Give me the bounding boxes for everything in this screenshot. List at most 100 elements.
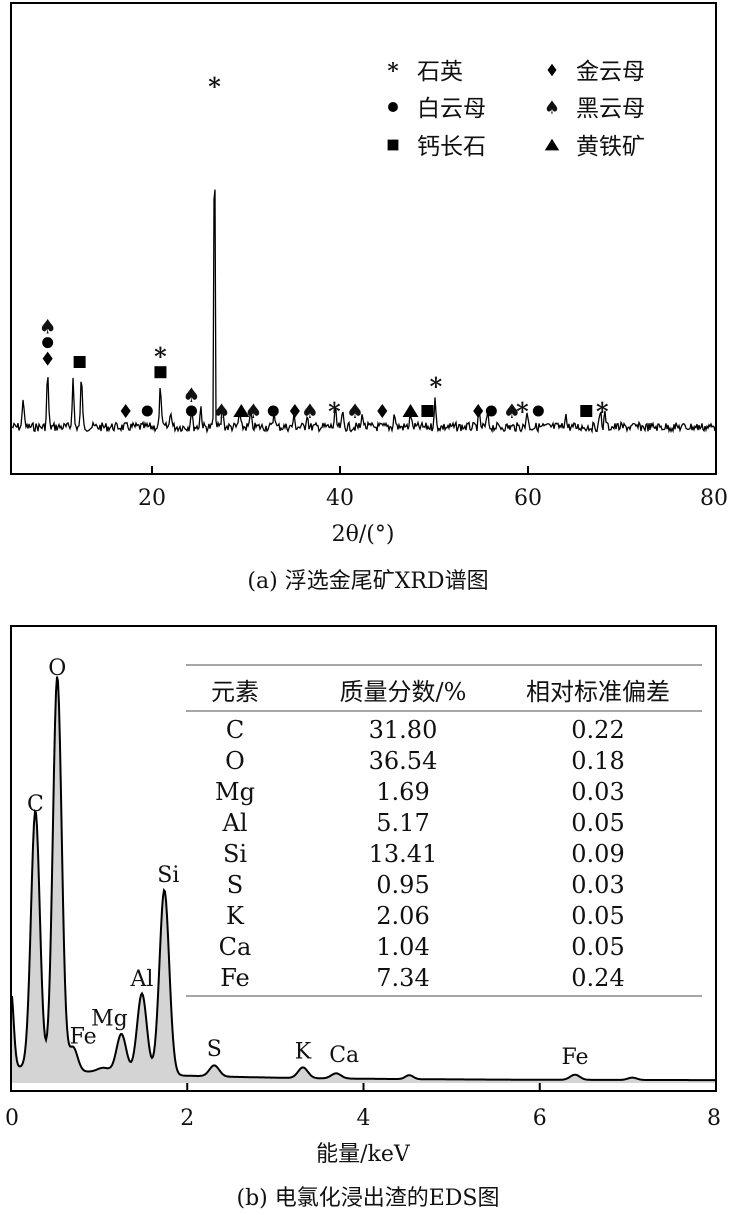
xrd-marker-triangle bbox=[233, 404, 250, 417]
eds-table-cell: 1.69 bbox=[376, 778, 429, 806]
xrd-marker-circle bbox=[485, 405, 497, 417]
xrd-pattern-line bbox=[11, 189, 716, 434]
eds-table-cell: 36.54 bbox=[369, 747, 438, 775]
xrd-x-axis-label: 2θ/(°) bbox=[332, 522, 395, 545]
eds-table-cell: 0.05 bbox=[571, 902, 624, 930]
xrd-legend-triangle-icon bbox=[544, 138, 560, 151]
eds-spectrum-line bbox=[11, 676, 715, 1082]
eds-x-tick-label: 6 bbox=[533, 1106, 547, 1131]
xrd-x-tick-label: 20 bbox=[138, 486, 166, 511]
xrd-marker-asterisk: * bbox=[208, 72, 221, 101]
xrd-caption: (a) 浮选金尾矿XRD谱图 bbox=[247, 569, 489, 594]
xrd-x-tick-label: 60 bbox=[514, 486, 542, 511]
xrd-marker-diamond bbox=[120, 404, 131, 418]
xrd-legend-label: 金云母 bbox=[576, 59, 645, 85]
xrd-marker-asterisk: * bbox=[516, 397, 529, 426]
xrd-x-axis: 20 40 60 80 bbox=[138, 466, 728, 511]
xrd-marker-square bbox=[154, 366, 167, 379]
eds-caption: (b) 电氯化浸出渣的EDS图 bbox=[236, 1186, 500, 1211]
eds-composition-table: 元素 质量分数/% 相对标准偏差 C 31.80 0.22 O 36.54 0.18 Mg 1.69… bbox=[186, 664, 702, 997]
xrd-marker-diamond bbox=[289, 404, 300, 418]
eds-table-cell: 5.17 bbox=[376, 809, 429, 837]
eds-table-cell: Al bbox=[221, 809, 247, 837]
xrd-marker-asterisk: * bbox=[430, 372, 443, 401]
eds-table-cell: 0.22 bbox=[571, 716, 624, 744]
xrd-legend-circle-icon bbox=[388, 102, 398, 112]
xrd-marker-spade: ♠ bbox=[213, 399, 231, 423]
xrd-marker-circle bbox=[141, 405, 153, 417]
eds-table-cell: Si bbox=[223, 840, 247, 868]
eds-table-cell: 0.18 bbox=[571, 747, 624, 775]
xrd-legend-label: 白云母 bbox=[417, 96, 486, 122]
xrd-x-tick-label: 80 bbox=[700, 486, 728, 511]
xrd-marker-spade: ♠ bbox=[301, 399, 319, 423]
xrd-marker-spade: ♠ bbox=[39, 315, 57, 339]
xrd-marker-square bbox=[421, 405, 434, 417]
eds-table-header: 元素 bbox=[211, 678, 259, 706]
eds-table-cell: C bbox=[226, 716, 244, 744]
eds-table-cell: 13.41 bbox=[369, 840, 438, 868]
xrd-x-tick-label: 40 bbox=[326, 486, 354, 511]
xrd-legend-spade-icon: ♠ bbox=[544, 97, 560, 118]
eds-table-cell: 0.05 bbox=[571, 933, 624, 961]
xrd-marker-square bbox=[73, 356, 86, 368]
eds-table-cell: 7.34 bbox=[376, 964, 429, 992]
eds-peak-label: Fe bbox=[561, 1045, 588, 1070]
eds-table-header: 相对标准偏差 bbox=[526, 678, 670, 706]
eds-peak-label: C bbox=[27, 792, 44, 817]
eds-table-cell: 2.06 bbox=[376, 902, 429, 930]
xrd-marker-spade: ♠ bbox=[346, 399, 364, 423]
xrd-marker-square bbox=[580, 405, 593, 417]
xrd-legend-label: 黑云母 bbox=[576, 96, 645, 122]
eds-peak-label: Fe bbox=[70, 1024, 97, 1049]
eds-table-header: 质量分数/% bbox=[340, 678, 467, 706]
xrd-legend-asterisk-icon: * bbox=[387, 59, 398, 84]
xrd-marker-circle bbox=[532, 405, 544, 417]
eds-peak-label: S bbox=[207, 1037, 222, 1062]
eds-table-cell: Ca bbox=[219, 933, 252, 961]
xrd-marker-circle bbox=[185, 405, 197, 417]
eds-table-cell: Mg bbox=[215, 778, 255, 806]
xrd-marker-triangle bbox=[402, 404, 419, 417]
xrd-marker-asterisk: * bbox=[596, 397, 609, 426]
eds-table-cell: 0.05 bbox=[571, 809, 624, 837]
eds-x-tick-label: 4 bbox=[357, 1106, 371, 1131]
xrd-marker-diamond bbox=[42, 351, 53, 366]
xrd-marker-spade: ♠ bbox=[183, 383, 201, 407]
eds-peak-label: Mg bbox=[91, 1007, 128, 1032]
eds-peak-label: Ca bbox=[329, 1043, 359, 1068]
xrd-peak-markers: ♠*♠*♠ ♠ ♠ * ♠*♠* * bbox=[39, 72, 609, 426]
xrd-plot-frame bbox=[10, 2, 717, 475]
eds-peak-label: O bbox=[48, 656, 66, 681]
eds-table-cell: 0.24 bbox=[571, 964, 624, 992]
eds-x-axis-label: 能量/keV bbox=[316, 1142, 411, 1165]
xrd-marker-circle bbox=[267, 405, 279, 417]
xrd-legend-diamond-icon bbox=[547, 63, 557, 77]
xrd-marker-diamond bbox=[473, 404, 484, 418]
eds-table-cell: 0.09 bbox=[571, 840, 624, 868]
eds-peak-label: Si bbox=[157, 863, 179, 888]
eds-x-tick-label: 2 bbox=[180, 1106, 194, 1131]
xrd-legend-label: 石英 bbox=[417, 59, 463, 85]
xrd-marker-spade: ♠ bbox=[503, 399, 521, 423]
xrd-marker-diamond bbox=[377, 404, 388, 418]
eds-table-cell: 1.04 bbox=[376, 933, 429, 961]
eds-table-cell: 0.95 bbox=[376, 871, 429, 899]
eds-peak-label: Al bbox=[129, 967, 153, 992]
xrd-legend-label: 钙长石 bbox=[417, 134, 486, 160]
eds-table-cell: 31.80 bbox=[369, 716, 438, 744]
xrd-marker-asterisk: * bbox=[328, 397, 341, 426]
eds-table-cell: 0.03 bbox=[571, 778, 624, 806]
eds-table-cell: S bbox=[227, 871, 243, 899]
eds-table-cell: O bbox=[225, 747, 245, 775]
eds-x-axis: 0 2 4 6 8 bbox=[5, 1083, 721, 1131]
xrd-plot-area: ♠*♠*♠ ♠ ♠ * ♠*♠* * bbox=[11, 72, 716, 434]
eds-x-tick-label: 8 bbox=[707, 1106, 721, 1131]
xrd-legend-square-icon bbox=[387, 139, 399, 151]
xrd-marker-spade: ♠ bbox=[245, 399, 263, 423]
